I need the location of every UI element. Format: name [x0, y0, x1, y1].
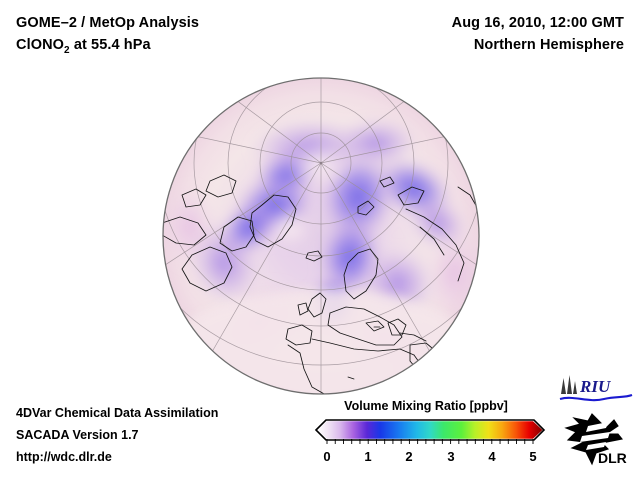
credits-block: 4DVar Chemical Data Assimilation SACADA …: [16, 402, 218, 468]
colorbar-block: Volume Mixing Ratio [ppbv]: [310, 399, 550, 468]
colorbar-title: Volume Mixing Ratio [ppbv]: [344, 399, 508, 413]
header-left-block: GOME–2 / MetOp Analysis ClONO2 at 55.4 h…: [16, 12, 199, 62]
colorbar-tick-5: 5: [529, 449, 536, 464]
colorbar-tick-0: 0: [323, 449, 330, 464]
colorbar-gradient: [317, 421, 543, 439]
pressure-level: at 55.4 hPa: [69, 37, 151, 53]
colorbar-tick-4: 4: [488, 449, 496, 464]
colorbar-minor-ticks: [326, 439, 534, 444]
credit-method: 4DVar Chemical Data Assimilation: [16, 406, 219, 420]
header-right-block: Aug 16, 2010, 12:00 GMT Northern Hemisph…: [452, 12, 624, 56]
globe-limb: [162, 77, 480, 395]
credit-url[interactable]: http://wdc.dlr.de: [16, 450, 112, 464]
dlr-wordmark: DLR: [598, 450, 627, 466]
riu-wordmark: RIU: [579, 377, 611, 396]
coastlines: [163, 174, 479, 394]
colorbar-tick-3: 3: [447, 449, 454, 464]
colorbar: 0 1 2 3 4 5: [314, 419, 546, 464]
riu-swoosh-icon: [559, 394, 633, 402]
colorbar-tick-2: 2: [405, 449, 412, 464]
north-pole-marker: [319, 161, 323, 165]
colorbar-tick-1: 1: [364, 449, 371, 464]
species-subscript: 2: [64, 44, 70, 56]
species-level-label: ClONO2 at 55.4 hPa: [16, 34, 199, 62]
credit-version: SACADA Version 1.7: [16, 428, 139, 442]
orthographic-projection: [162, 77, 480, 395]
dlr-mark-icon: [564, 413, 623, 466]
riu-logo: RIU: [559, 375, 633, 402]
colorbar-tick-labels: 0 1 2 3 4 5: [323, 449, 536, 464]
datetime-label: Aug 16, 2010, 12:00 GMT: [451, 15, 624, 31]
riu-tower-icon: [561, 375, 577, 394]
colorbar-outline: [314, 419, 546, 441]
region-label: Northern Hemisphere: [473, 37, 624, 53]
dlr-logo: DLR: [564, 413, 627, 466]
species-name: ClONO: [16, 37, 65, 53]
analysis-title: GOME–2 / MetOp Analysis: [16, 15, 200, 31]
globe-map: [162, 77, 480, 395]
